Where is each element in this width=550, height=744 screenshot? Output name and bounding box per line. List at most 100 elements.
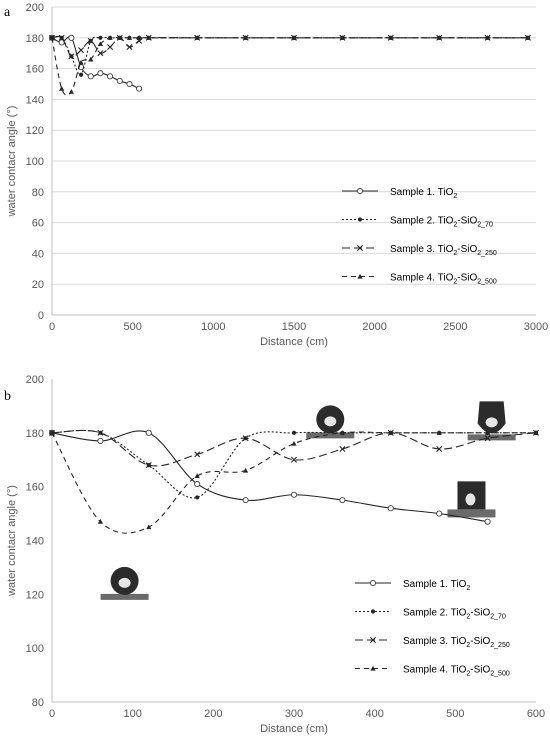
series-3 [49,429,539,469]
y-tick-label: 140 [26,94,44,106]
data-point [117,35,123,40]
legend-swatch-marker [357,217,363,222]
data-point [291,430,297,435]
series-1 [48,34,143,92]
data-point [388,430,394,435]
y-tick-label: 180 [26,33,44,45]
data-point [436,510,443,517]
x-tick-label: 0 [49,321,55,333]
data-point [98,35,103,40]
data-point [145,462,152,469]
data-point [97,41,103,47]
data-point [146,524,152,530]
data-point [68,34,75,41]
data-point [339,497,346,504]
data-point [68,53,75,60]
data-point [291,441,297,446]
series-line [51,36,528,96]
legend-swatch-marker [357,245,363,251]
y-tick-label: 80 [32,187,44,199]
x-tick-label: 2500 [443,321,467,333]
x-tick-label: 200 [204,708,222,720]
data-point [436,445,443,452]
series-line [51,429,537,467]
data-point [87,37,94,44]
data-point [436,430,442,435]
x-tick-label: 300 [285,708,303,720]
data-point [78,72,84,77]
x-tick-label: 100 [123,708,141,720]
data-point [485,430,491,435]
y-tick-label: 140 [26,536,44,548]
droplet-highlight [465,493,476,506]
series-line [51,430,488,523]
droplet-photo [467,401,516,441]
x-axis-title: Distance (cm) [260,336,328,348]
data-point [194,480,201,488]
series-line [51,431,536,534]
data-point [436,35,442,40]
y-tick-label: 120 [26,125,44,137]
x-tick-label: 400 [365,708,383,720]
data-point [68,89,74,94]
y-axis-title: water contacr angle (°) [6,106,18,218]
legend-label: Sample 1. TiO2 [390,187,457,200]
data-point [291,456,297,463]
y-tick-label: 0 [38,310,44,322]
legend-label: Sample 1. TiO2 [403,579,470,592]
x-tick-label: 1500 [282,321,306,333]
legend-swatch-marker [356,187,364,195]
data-point [49,430,55,435]
x-tick-label: 600 [527,708,545,720]
data-point [339,35,345,40]
data-point [59,86,65,91]
x-tick-label: 1000 [201,321,225,333]
x-tick-label: 3000 [524,321,548,333]
legend-swatch-marker [369,579,377,587]
data-point [97,429,104,436]
y-tick-label: 160 [26,482,44,494]
data-point [485,35,491,40]
series-line [51,35,528,58]
series-line [51,36,140,90]
series-line [51,35,528,76]
data-point [97,70,104,77]
series-line [51,429,536,499]
y-tick-label: 160 [26,64,44,76]
droplet-highlight [485,417,498,428]
data-point [388,35,394,40]
data-point [58,34,65,41]
droplet-substrate [306,432,355,439]
droplet-substrate [447,509,496,518]
y-axis-title: water contacr angle (°) [6,485,18,597]
data-point [291,35,297,40]
data-point [107,35,113,40]
y-tick-label: 200 [26,374,44,386]
data-point [194,451,201,458]
data-point [136,85,143,92]
y-tick-label: 60 [32,218,44,230]
data-point [242,435,249,442]
series-4 [49,430,539,534]
data-point [97,437,104,444]
data-point [533,430,539,435]
data-point [97,50,104,57]
y-tick-label: 20 [32,279,44,291]
droplet-substrate [100,593,149,600]
data-point [97,519,103,524]
x-tick-label: 2000 [362,321,386,333]
x-tick-label: 0 [49,708,55,720]
legend-swatch-marker [370,637,376,643]
x-tick-label: 500 [123,321,141,333]
y-tick-label: 100 [26,156,44,168]
data-point [290,491,298,498]
data-point [78,47,85,54]
panel-letter: a [4,5,11,20]
series-2 [49,35,531,77]
data-point [484,518,491,525]
data-point [107,73,114,80]
data-point [136,35,142,40]
chart-panel-b: 80 100 120 140 160 180 200 0 100 200 300 400 500 600 D… [4,374,545,735]
